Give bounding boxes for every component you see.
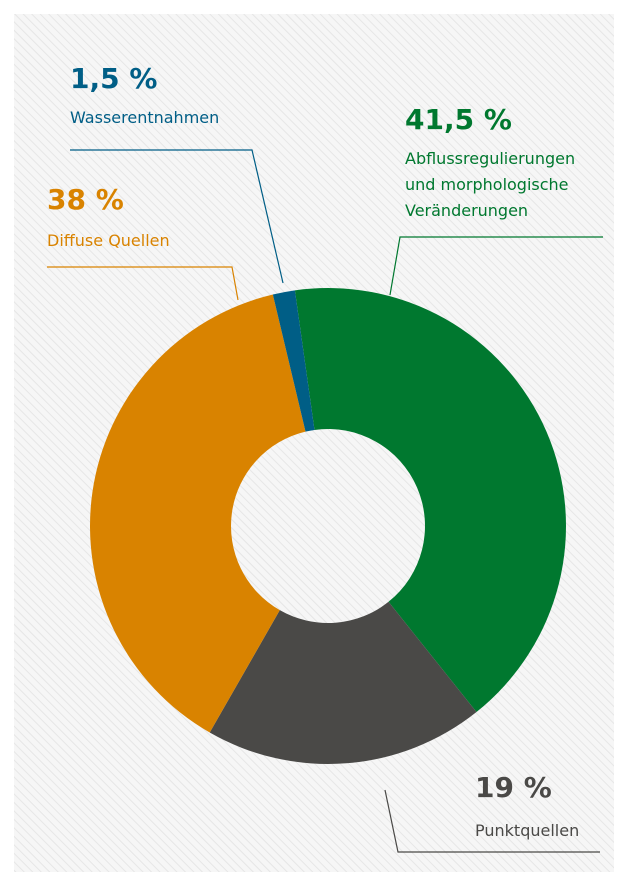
leader-line	[47, 266, 239, 301]
value-label: 1,5 %	[70, 62, 158, 95]
leader-line	[70, 149, 284, 284]
value-label: 41,5 %	[405, 103, 512, 136]
leader-line	[389, 236, 603, 296]
category-label: Diffuse Quellen	[47, 231, 170, 250]
donut-slice	[89, 294, 306, 733]
category-label: Abflussregulierungen und morphologische …	[405, 149, 576, 220]
donut-slice	[209, 601, 477, 764]
category-label: Wasserentnahmen	[70, 108, 220, 127]
donut-slice	[294, 288, 567, 713]
category-label: Punktquellen	[475, 821, 580, 840]
value-label: 19 %	[475, 771, 552, 804]
leader-line	[384, 789, 600, 853]
donut-slice	[272, 290, 315, 432]
value-label: 38 %	[47, 183, 124, 216]
